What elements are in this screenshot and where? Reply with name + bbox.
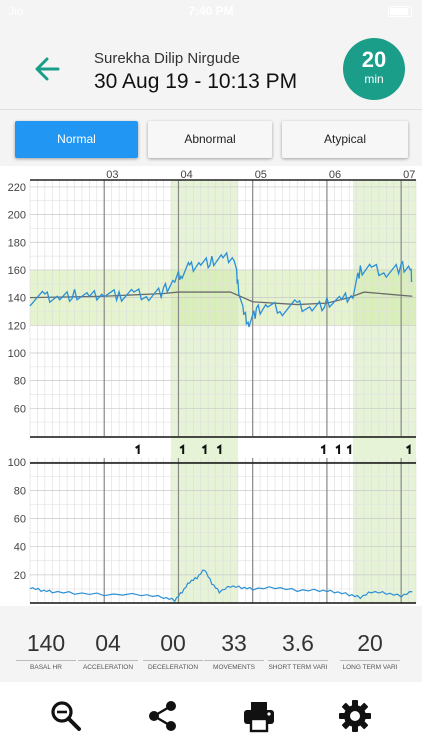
stat-label: BASAL HR xyxy=(16,660,76,671)
movement-marker xyxy=(346,444,352,454)
stat-basal-hr: 140 BASAL HR xyxy=(16,630,76,671)
ua-y-tick-label: 60 xyxy=(14,514,26,526)
heart-rate-line xyxy=(29,251,413,328)
ua-y-tick-label: 80 xyxy=(14,485,26,497)
arrow-back-icon xyxy=(35,57,60,81)
stat-short-term-vari: 3.6 SHORT TERM VARI xyxy=(268,630,328,671)
signal-indicator: Jio xyxy=(8,4,23,18)
hr-y-tick-label: 180 xyxy=(8,237,26,249)
hr-y-tick-label: 100 xyxy=(8,348,26,360)
stat-value: 04 xyxy=(95,630,121,656)
print-icon xyxy=(244,702,274,733)
stat-value: 20 xyxy=(357,630,383,656)
stat-value: 3.6 xyxy=(282,630,314,656)
highlight-band xyxy=(352,180,416,603)
duration-unit: min xyxy=(364,72,384,86)
movement-marker xyxy=(201,444,207,454)
settings-icon xyxy=(339,700,371,732)
zoom-out-button[interactable] xyxy=(48,698,84,734)
baseline-line xyxy=(29,291,413,306)
session-datetime: 30 Aug 19 - 10:13 PM xyxy=(94,70,298,93)
x-tick-label: 06 xyxy=(329,169,341,181)
movement-marker xyxy=(406,444,411,454)
stat-label: MOVEMENTS xyxy=(204,660,264,671)
bottom-toolbar xyxy=(0,682,422,750)
patient-name: Surekha Dilip Nirgude xyxy=(94,50,240,67)
ctg-chart[interactable]: 03 04 05 06 07 60 80 100 120 140 160 180 200 220 20 40 6… xyxy=(0,166,422,606)
carrier-name: Jio xyxy=(8,4,24,18)
x-tick-label: 03 xyxy=(106,169,118,181)
x-tick-label: 07 xyxy=(403,169,415,181)
duration-badge: 20 min xyxy=(343,38,405,100)
movement-marker xyxy=(135,444,140,454)
stat-value: 140 xyxy=(26,630,66,656)
highlight-band xyxy=(171,180,238,603)
atypical-button[interactable]: Atypical xyxy=(282,121,408,158)
ua-y-tick-label: 100 xyxy=(8,457,26,469)
x-tick-label: 04 xyxy=(180,169,192,181)
battery-icon xyxy=(388,6,412,17)
abnormal-button[interactable]: Abnormal xyxy=(148,121,272,158)
back-button[interactable] xyxy=(30,52,64,86)
stat-long-term-vari: 20 LONG TERM VARI xyxy=(340,630,400,671)
share-icon xyxy=(149,701,176,731)
stats-panel: 140 BASAL HR 04 ACCELERATION 00 DECELERA… xyxy=(0,606,422,682)
movement-marker xyxy=(320,444,326,454)
uterine-activity-line xyxy=(29,569,413,603)
stat-label: DECELERATION xyxy=(143,660,203,671)
x-tick-label: 05 xyxy=(255,169,267,181)
stat-deceleration: 00 DECELERATION xyxy=(143,630,203,671)
status-time: 7:40 PM xyxy=(188,4,234,18)
movement-marker xyxy=(216,444,222,454)
hr-y-tick-label: 80 xyxy=(14,376,26,388)
stat-value: 33 xyxy=(221,630,247,656)
hr-y-tick-label: 220 xyxy=(8,182,26,194)
normal-button[interactable]: Normal xyxy=(15,121,138,158)
stat-label: ACCELERATION xyxy=(78,660,138,671)
movement-marker xyxy=(179,444,185,454)
settings-button[interactable] xyxy=(337,698,373,734)
duration-value: 20 xyxy=(361,47,387,72)
header: Surekha Dilip Nirgude 30 Aug 19 - 10:13 … xyxy=(0,24,422,110)
share-button[interactable] xyxy=(145,698,181,734)
hr-y-tick-label: 200 xyxy=(8,210,26,222)
movement-marker xyxy=(335,444,341,454)
ua-y-tick-label: 20 xyxy=(14,570,26,582)
ua-y-tick-label: 40 xyxy=(14,542,26,554)
zoom-out-icon xyxy=(51,701,81,731)
hr-y-tick-label: 160 xyxy=(8,265,26,277)
stat-label: LONG TERM VARI xyxy=(340,660,400,671)
stat-label: SHORT TERM VARI xyxy=(268,660,328,671)
ctg-chart-svg: 03 04 05 06 07 60 80 100 120 140 160 180 200 220 20 40 6… xyxy=(8,169,417,604)
status-bar: Jio 7:40 PM xyxy=(0,0,422,24)
hr-y-tick-label: 60 xyxy=(14,403,26,415)
classification-tabs: Normal Abnormal Atypical xyxy=(0,110,422,166)
hr-y-tick-label: 140 xyxy=(8,293,26,305)
print-button[interactable] xyxy=(241,698,277,734)
stat-acceleration: 04 ACCELERATION xyxy=(78,630,138,671)
hr-y-tick-label: 120 xyxy=(8,320,26,332)
stat-movements: 33 MOVEMENTS xyxy=(204,630,264,671)
stat-value: 00 xyxy=(160,630,186,656)
